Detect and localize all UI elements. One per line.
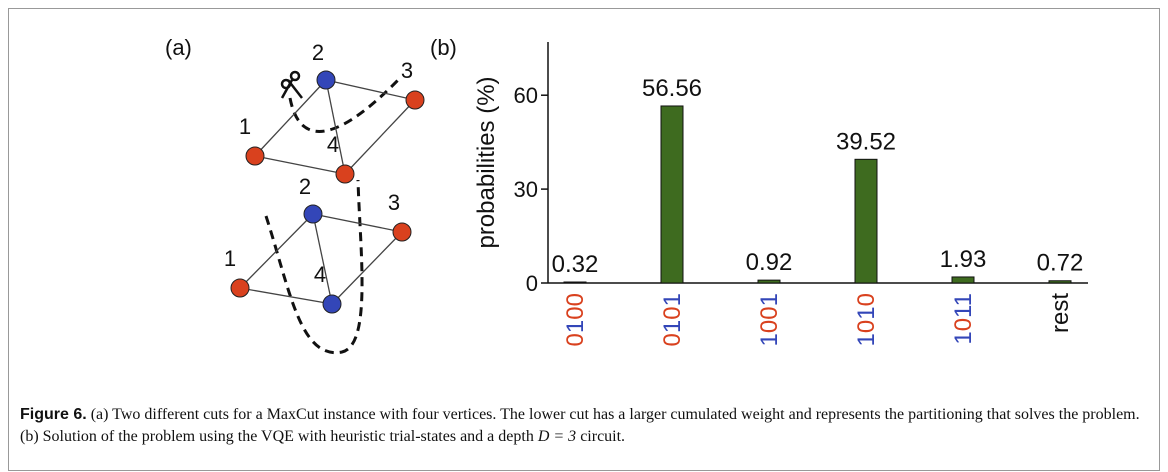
digit: 1 <box>853 333 880 346</box>
node-label: 4 <box>314 262 326 287</box>
digit: 1 <box>950 293 977 306</box>
x-tick-label: 1011 <box>950 293 977 345</box>
node <box>245 146 265 166</box>
value-label: 1.93 <box>940 246 987 273</box>
caption-label: Figure 6. <box>20 406 87 423</box>
x-tick-label: 0101 <box>659 293 686 346</box>
edge <box>254 155 346 175</box>
bar <box>1048 280 1072 284</box>
edge <box>239 287 333 305</box>
cut <box>264 179 364 355</box>
bar <box>563 281 587 284</box>
node <box>230 278 250 298</box>
node-label: 2 <box>299 174 311 199</box>
digit: 1 <box>756 333 783 346</box>
value-label: 0.32 <box>552 251 599 278</box>
value-label: 0.92 <box>746 249 793 276</box>
bar <box>660 105 684 284</box>
node-label: 1 <box>239 114 251 139</box>
bar <box>854 158 878 284</box>
node <box>405 90 425 110</box>
node <box>303 204 323 224</box>
digit: 1 <box>853 306 880 319</box>
edge <box>344 99 416 175</box>
digit: 0 <box>950 318 977 331</box>
digit: 0 <box>562 293 589 306</box>
digit: 0 <box>562 333 589 346</box>
digit: 1 <box>562 320 589 333</box>
digit: 0 <box>562 306 589 319</box>
x-tick-label: 1001 <box>756 293 783 346</box>
digit: t <box>1047 293 1074 300</box>
node-label: 3 <box>401 58 413 83</box>
panel-label: (b) <box>430 35 457 60</box>
y-tick-label: 0 <box>526 271 538 296</box>
caption-text: circuit. <box>576 428 626 445</box>
edge <box>239 213 314 289</box>
y-tick-label: 60 <box>514 83 538 108</box>
caption-math: D = 3 <box>537 428 577 445</box>
x-tick-label: 0100 <box>562 293 589 346</box>
node <box>335 164 355 184</box>
edge <box>331 231 403 305</box>
bar <box>951 276 975 284</box>
node-label: 2 <box>312 40 324 65</box>
digit: 0 <box>853 320 880 333</box>
digit: s <box>1047 300 1074 312</box>
edge <box>312 213 333 305</box>
frame <box>8 8 1160 471</box>
digit: 1 <box>659 293 686 306</box>
node-label: 1 <box>224 246 236 271</box>
edge <box>325 79 346 175</box>
digit: 0 <box>756 306 783 319</box>
digit: 0 <box>659 333 686 346</box>
digit: 0 <box>756 320 783 333</box>
scissors <box>280 70 303 99</box>
node-label: 3 <box>388 190 400 215</box>
cut <box>288 76 402 133</box>
digit: 1 <box>950 305 977 318</box>
caption-text: (a) Two different cuts for a MaxCut inst… <box>20 406 1140 445</box>
digit: 1 <box>659 320 686 333</box>
x-tick-label: rest <box>1047 293 1074 333</box>
y-tick-label: 30 <box>514 177 538 202</box>
y-axis-label: probabilities (%) <box>473 76 500 248</box>
bar <box>757 279 781 284</box>
digit: e <box>1047 312 1074 325</box>
edge <box>325 79 416 101</box>
edge <box>254 79 327 157</box>
node <box>392 222 412 242</box>
digit: 1 <box>756 293 783 306</box>
digit: r <box>1047 325 1074 333</box>
x-tick-label: 1010 <box>853 293 880 346</box>
digit: 1 <box>950 331 977 344</box>
node <box>322 294 342 314</box>
digit: 0 <box>659 306 686 319</box>
value-label: 0.72 <box>1037 250 1084 277</box>
node-label: 4 <box>327 132 339 157</box>
node <box>316 70 336 90</box>
value-label: 56.56 <box>642 75 702 102</box>
edge <box>312 213 403 233</box>
value-label: 39.52 <box>836 128 896 155</box>
digit: 0 <box>853 293 880 306</box>
panel-label: (a) <box>165 35 192 60</box>
caption: Figure 6. (a) Two different cuts for a M… <box>20 404 1145 448</box>
